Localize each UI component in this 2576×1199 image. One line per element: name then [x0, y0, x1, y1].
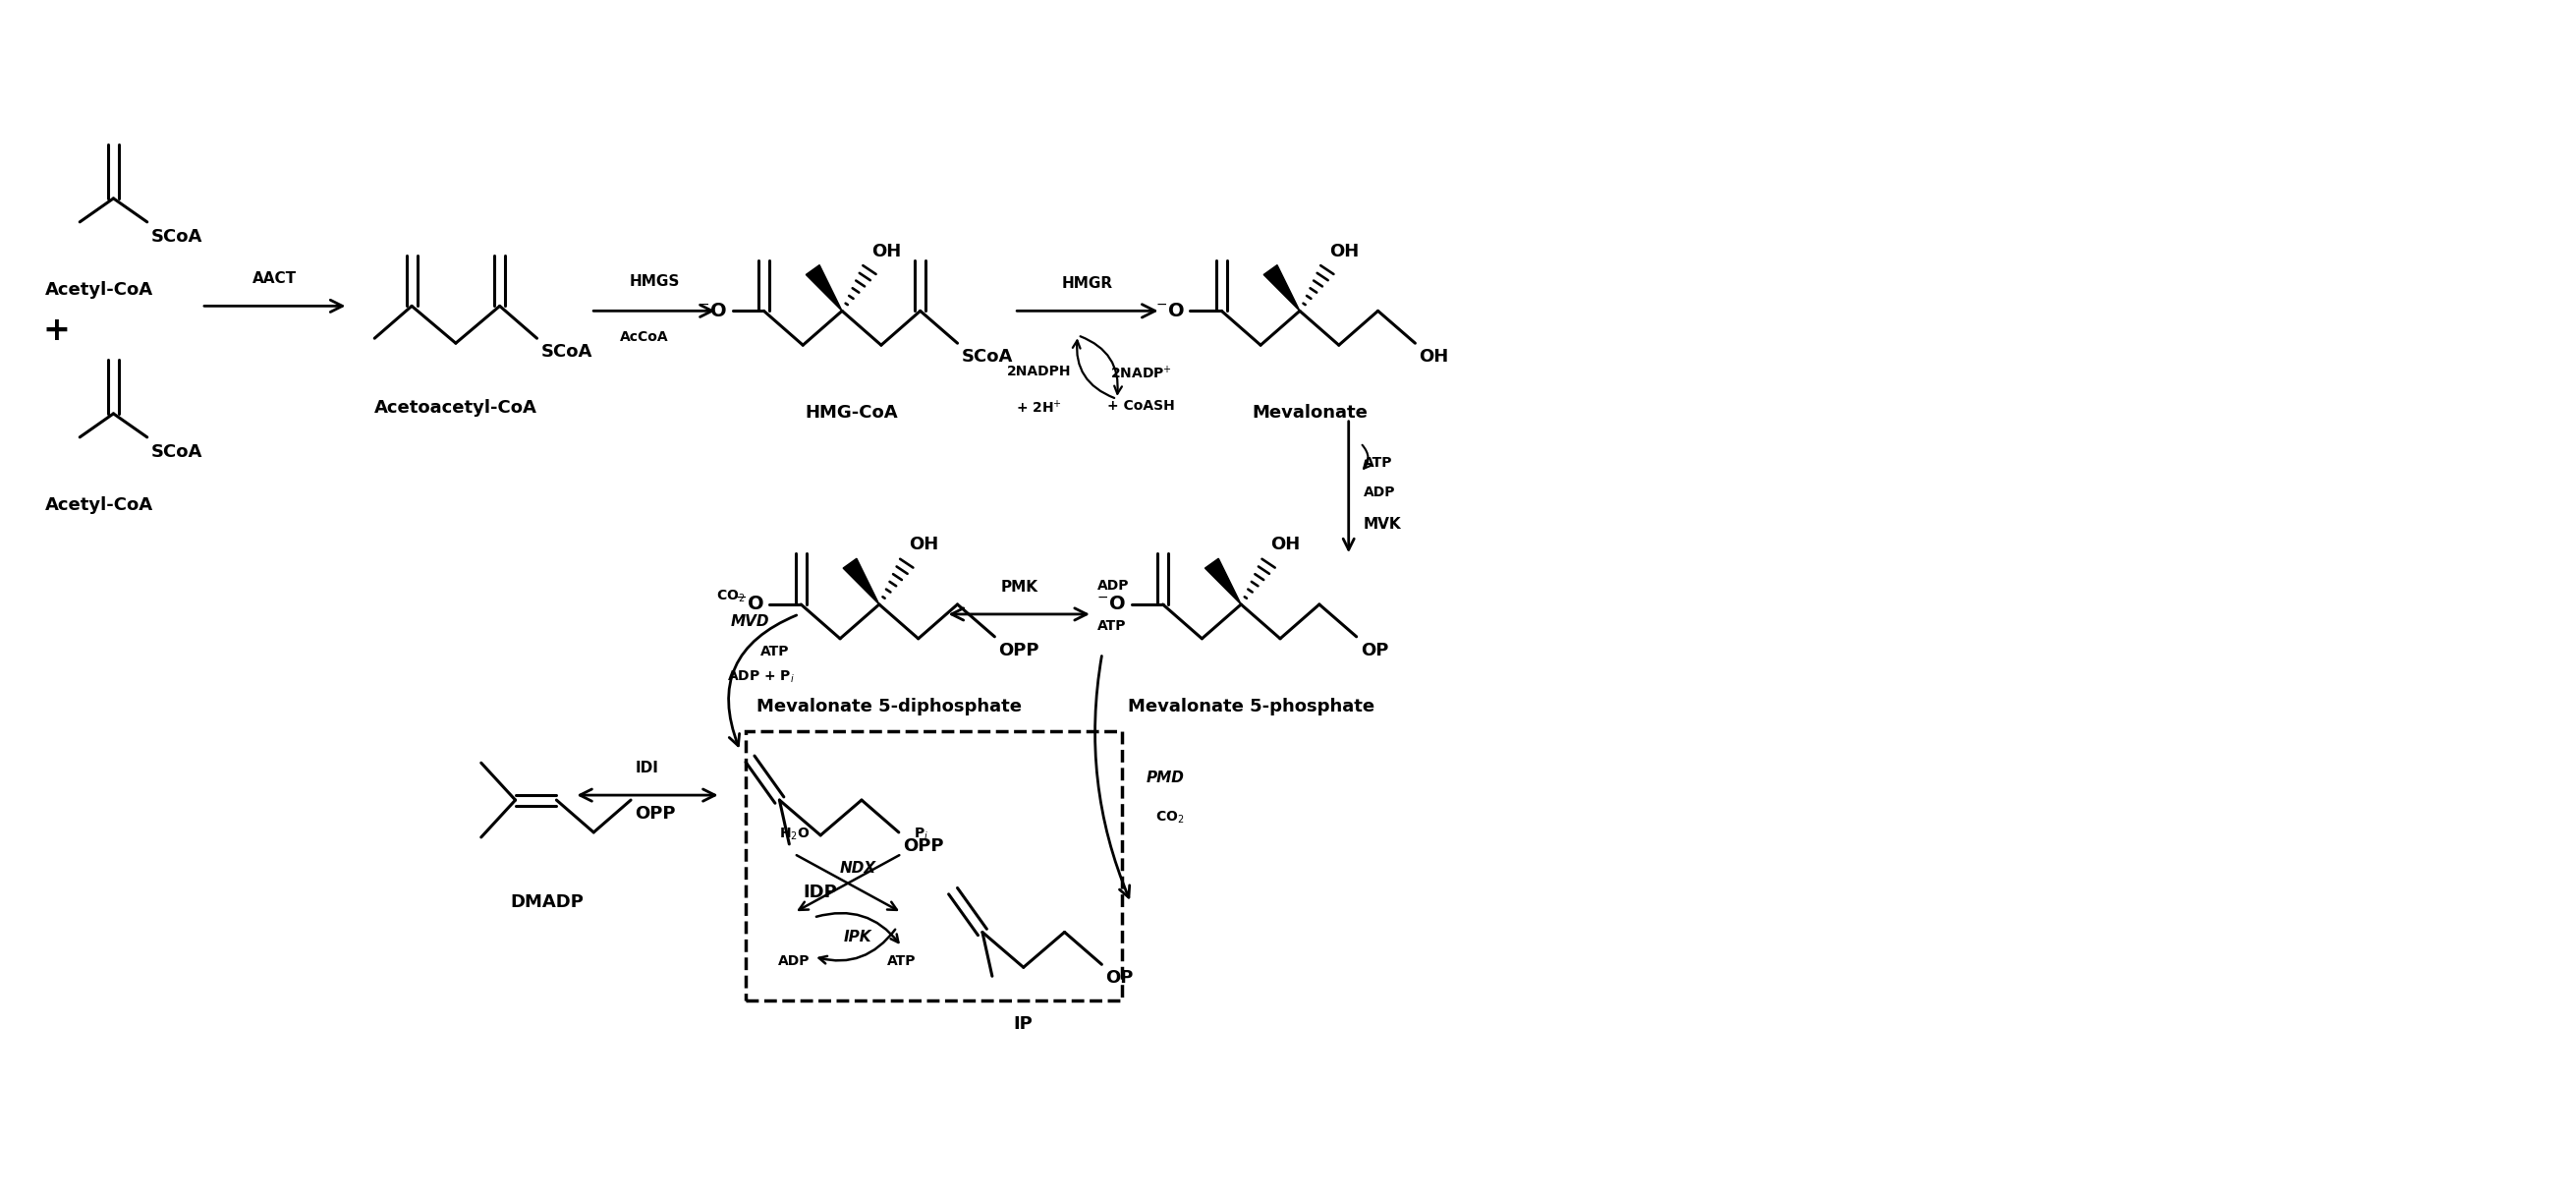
- Text: +: +: [44, 314, 70, 347]
- Text: $^{-}$O: $^{-}$O: [1154, 302, 1185, 320]
- Text: OP: OP: [1105, 969, 1133, 987]
- Text: + CoASH: + CoASH: [1108, 399, 1175, 412]
- Text: HMGS: HMGS: [629, 275, 680, 289]
- Text: P$_i$: P$_i$: [914, 826, 927, 843]
- Text: ADP: ADP: [1363, 486, 1396, 499]
- Text: OH: OH: [1419, 348, 1448, 366]
- Text: $^{-}$O: $^{-}$O: [698, 302, 726, 320]
- Polygon shape: [1206, 559, 1242, 604]
- Text: + 2H$^{+}$: + 2H$^{+}$: [1015, 399, 1061, 416]
- Text: ATP: ATP: [760, 644, 788, 658]
- Text: AACT: AACT: [252, 272, 296, 287]
- Text: CO$_2$: CO$_2$: [1157, 809, 1185, 825]
- Text: AcCoA: AcCoA: [621, 331, 670, 344]
- Text: $^{-}$O: $^{-}$O: [1097, 595, 1126, 614]
- Text: IPK: IPK: [842, 929, 871, 945]
- Polygon shape: [1265, 265, 1301, 311]
- Polygon shape: [806, 265, 842, 311]
- Text: ATP: ATP: [1097, 619, 1126, 633]
- Text: H$_2$O: H$_2$O: [778, 826, 809, 843]
- Polygon shape: [842, 559, 878, 604]
- Text: SCoA: SCoA: [961, 348, 1012, 366]
- Text: OPP: OPP: [902, 837, 943, 855]
- Text: SCoA: SCoA: [541, 343, 592, 361]
- Text: Mevalonate: Mevalonate: [1252, 404, 1368, 422]
- Text: SCoA: SCoA: [152, 444, 204, 460]
- Text: Acetyl-CoA: Acetyl-CoA: [44, 282, 152, 300]
- Text: 2NADPH: 2NADPH: [1007, 364, 1072, 379]
- Text: ADP + P$_i$: ADP + P$_i$: [726, 669, 793, 685]
- Text: OPP: OPP: [999, 641, 1038, 659]
- Text: OP: OP: [1360, 641, 1388, 659]
- Text: Mevalonate 5-phosphate: Mevalonate 5-phosphate: [1128, 698, 1373, 715]
- Text: ATP: ATP: [1363, 456, 1391, 470]
- Text: IDP: IDP: [804, 884, 837, 900]
- Text: Acetoacetyl-CoA: Acetoacetyl-CoA: [374, 399, 538, 416]
- Text: ATP: ATP: [886, 954, 917, 969]
- Text: IDI: IDI: [636, 761, 659, 776]
- Text: CO$_2$: CO$_2$: [716, 589, 744, 604]
- Text: MVD: MVD: [732, 614, 770, 628]
- Text: PMD: PMD: [1146, 771, 1185, 785]
- Text: 2NADP$^{+}$: 2NADP$^{+}$: [1110, 364, 1172, 381]
- Text: ADP: ADP: [1097, 579, 1128, 592]
- Text: DMADP: DMADP: [510, 893, 585, 911]
- Text: OH: OH: [909, 536, 938, 554]
- Text: ADP: ADP: [778, 954, 809, 969]
- Text: HMGR: HMGR: [1061, 277, 1113, 291]
- Text: SCoA: SCoA: [152, 228, 204, 246]
- Text: HMG-CoA: HMG-CoA: [806, 404, 899, 422]
- Text: OH: OH: [1329, 242, 1358, 260]
- Text: Acetyl-CoA: Acetyl-CoA: [44, 496, 152, 514]
- Text: NDX: NDX: [840, 861, 876, 876]
- Text: OPP: OPP: [634, 805, 675, 823]
- Text: IP: IP: [1015, 1016, 1033, 1034]
- Text: OH: OH: [1270, 536, 1301, 554]
- Text: $^{-}$O: $^{-}$O: [734, 595, 765, 614]
- Text: OH: OH: [871, 242, 902, 260]
- Text: MVK: MVK: [1363, 517, 1401, 531]
- Text: Mevalonate 5-diphosphate: Mevalonate 5-diphosphate: [757, 698, 1023, 715]
- Text: PMK: PMK: [999, 580, 1038, 595]
- Bar: [744, 731, 1121, 1001]
